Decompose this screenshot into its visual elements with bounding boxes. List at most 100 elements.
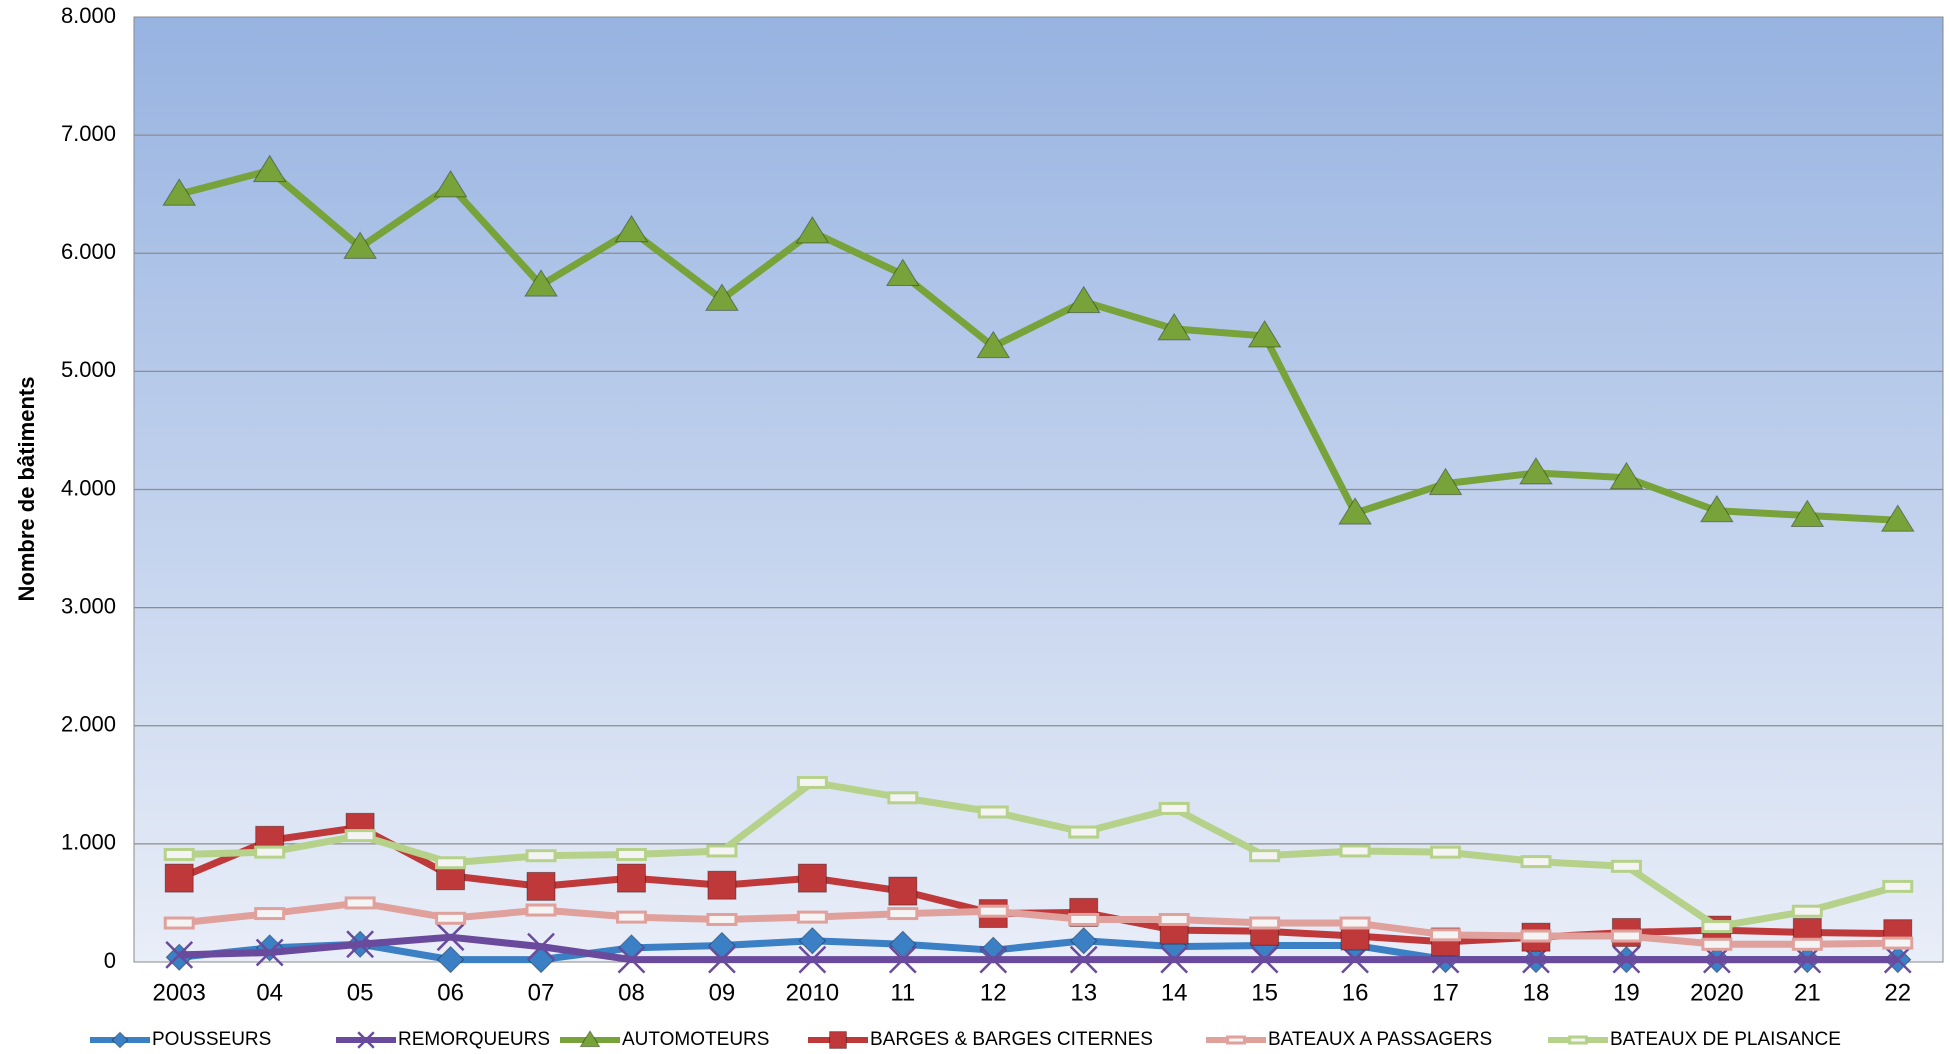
legend-item: AUTOMOTEURS <box>560 1029 769 1050</box>
marker <box>885 258 920 287</box>
marker <box>1882 936 1914 950</box>
x-tick-label: 07 <box>528 979 555 1006</box>
marker <box>435 856 467 870</box>
x-tick-label: 13 <box>1070 979 1097 1006</box>
marker <box>1341 945 1369 974</box>
legend-item: BARGES & BARGES CITERNES <box>808 1029 1153 1050</box>
series-line <box>178 167 1898 524</box>
marker <box>1793 945 1822 974</box>
marker <box>111 1031 129 1049</box>
x-tick-label: 16 <box>1342 979 1369 1006</box>
marker <box>1520 929 1552 943</box>
marker <box>1069 945 1098 974</box>
legend-item: BATEAUX DE PLAISANCE <box>1548 1029 1841 1050</box>
marker <box>617 945 646 974</box>
marker <box>1701 920 1733 934</box>
marker <box>1609 461 1644 490</box>
marker <box>1158 801 1190 815</box>
marker <box>979 945 1008 974</box>
marker <box>346 930 375 959</box>
marker <box>1699 494 1734 523</box>
y-tick-label: 8.000 <box>61 3 116 28</box>
marker <box>1880 504 1915 532</box>
marker <box>887 791 919 805</box>
marker <box>344 829 376 843</box>
y-tick-label: 4.000 <box>61 475 116 500</box>
x-tick-label: 21 <box>1794 979 1821 1006</box>
marker <box>1158 912 1190 926</box>
marker <box>977 904 1009 918</box>
marker <box>976 330 1011 359</box>
marker <box>254 907 286 921</box>
marker <box>357 1031 375 1049</box>
marker <box>1520 855 1552 869</box>
marker <box>525 903 557 917</box>
marker <box>888 876 918 906</box>
marker <box>1430 845 1462 859</box>
x-tick-label: 08 <box>618 979 645 1006</box>
marker <box>252 154 287 183</box>
marker <box>708 945 736 974</box>
y-tick-label: 2.000 <box>61 712 116 737</box>
marker <box>527 932 555 961</box>
marker <box>796 910 828 924</box>
marker <box>1249 916 1281 930</box>
x-tick-label: 19 <box>1613 979 1640 1006</box>
marker <box>524 269 558 297</box>
marker <box>436 945 465 974</box>
marker <box>1249 849 1281 863</box>
legend-label: AUTOMOTEURS <box>622 1029 769 1050</box>
x-tick-label: 11 <box>890 979 915 1006</box>
marker <box>829 1031 847 1049</box>
y-tick-label: 7.000 <box>61 121 116 146</box>
x-tick-label: 2003 <box>153 979 206 1006</box>
x-tick-label: 17 <box>1432 979 1459 1006</box>
y-tick-label: 3.000 <box>61 593 116 618</box>
y-tick-label: 1.000 <box>61 830 116 855</box>
marker <box>1568 1035 1588 1045</box>
marker <box>1791 937 1823 951</box>
marker <box>798 945 827 974</box>
x-tick-label: 06 <box>437 979 464 1006</box>
marker <box>525 849 557 863</box>
marker <box>615 848 647 862</box>
marker <box>1160 945 1189 974</box>
marker <box>165 941 194 969</box>
marker <box>616 863 646 893</box>
marker <box>707 870 737 900</box>
marker <box>436 923 465 952</box>
x-tick-label: 18 <box>1523 979 1550 1006</box>
marker <box>1070 927 1098 955</box>
marker <box>163 916 195 930</box>
marker <box>254 845 286 859</box>
marker <box>1339 916 1371 930</box>
marker <box>1701 937 1733 951</box>
y-axis-label: Nombre de bâtiments <box>14 377 39 602</box>
marker <box>795 216 830 244</box>
marker <box>1883 945 1912 974</box>
marker <box>163 848 195 862</box>
legend-label: REMORQUEURS <box>398 1029 550 1050</box>
marker <box>1247 319 1282 348</box>
marker <box>1157 312 1192 341</box>
marker <box>887 907 919 921</box>
legend-label: BATEAUX DE PLAISANCE <box>1610 1029 1841 1050</box>
x-tick-label: 2020 <box>1690 979 1743 1006</box>
legend-item: BATEAUX A PASSAGERS <box>1206 1029 1492 1050</box>
marker <box>1066 285 1101 314</box>
marker <box>1702 945 1731 974</box>
marker <box>1338 497 1372 525</box>
marker <box>1791 904 1823 918</box>
marker <box>798 927 827 955</box>
marker <box>1339 844 1371 858</box>
x-tick-label: 05 <box>347 979 374 1006</box>
legend-label: BARGES & BARGES CITERNES <box>870 1029 1153 1050</box>
marker <box>1068 825 1100 839</box>
y-tick-label: 5.000 <box>61 357 116 382</box>
x-tick-label: 14 <box>1161 979 1188 1006</box>
marker <box>343 231 378 259</box>
marker <box>1790 499 1825 527</box>
x-tick-label: 22 <box>1884 979 1911 1006</box>
y-tick-label: 6.000 <box>61 239 116 264</box>
